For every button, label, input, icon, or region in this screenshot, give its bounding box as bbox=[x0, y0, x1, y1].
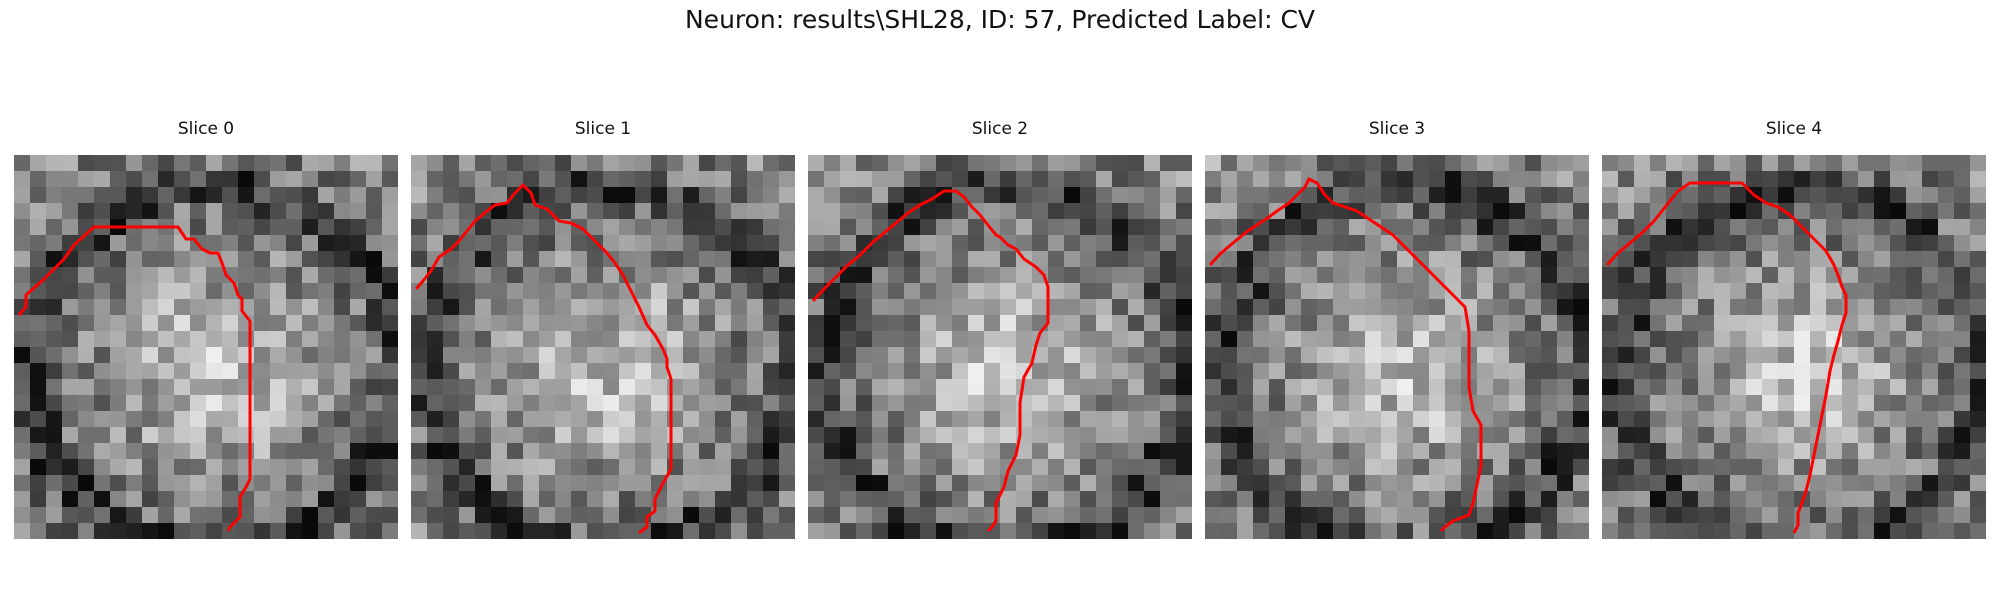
slice-panel-3: Slice 3 bbox=[1205, 118, 1589, 539]
contour-line-3 bbox=[1208, 177, 1483, 533]
contour-line-2 bbox=[811, 189, 1050, 533]
slice-panel-2: Slice 2 bbox=[808, 118, 1192, 539]
slice-title-3: Slice 3 bbox=[1368, 119, 1426, 139]
slice-panel-4: Slice 4 bbox=[1602, 118, 1986, 539]
slice-image-3 bbox=[1205, 155, 1589, 539]
slice-title-2: Slice 2 bbox=[971, 119, 1029, 139]
slice-image-2 bbox=[808, 155, 1192, 539]
contour-line-4 bbox=[1605, 181, 1848, 534]
slice-panel-1: Slice 1 bbox=[411, 118, 795, 539]
contour-line-0 bbox=[17, 225, 252, 532]
slice-title-0: Slice 0 bbox=[177, 119, 235, 139]
slice-title-4: Slice 4 bbox=[1765, 119, 1823, 139]
slice-panel-0: Slice 0 bbox=[14, 118, 398, 539]
slice-title-1: Slice 1 bbox=[574, 119, 632, 139]
contour-line-1 bbox=[414, 183, 673, 535]
figure-title: Neuron: results\SHL28, ID: 57, Predicted… bbox=[684, 5, 1316, 34]
slice-image-0 bbox=[14, 155, 398, 539]
slice-image-4 bbox=[1602, 155, 1986, 539]
slice-image-1 bbox=[411, 155, 795, 539]
